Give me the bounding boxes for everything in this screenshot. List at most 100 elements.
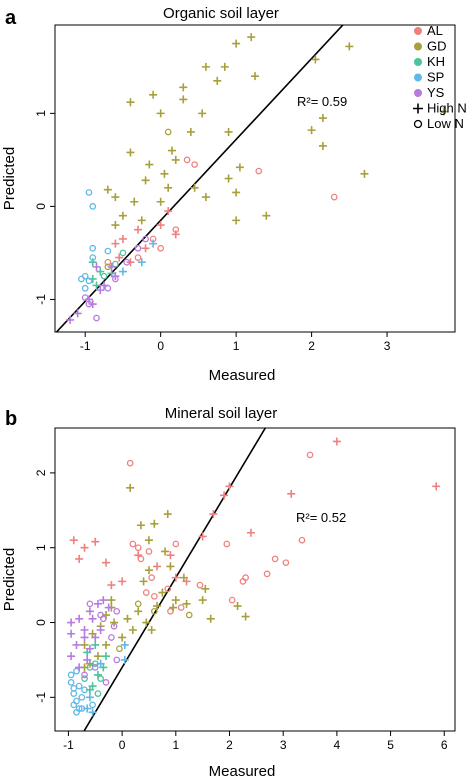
panel-letter-a: a: [5, 7, 17, 29]
data-point-ys-low-n: [108, 634, 115, 641]
fit-line: [55, 25, 344, 332]
data-point-al-low-n: [129, 540, 137, 548]
data-point-al-high-n: [198, 532, 207, 541]
data-point-gd-high-n: [241, 612, 250, 621]
data-point-ys-high-n: [75, 663, 84, 672]
data-point-gd-high-n: [134, 607, 143, 616]
plot-frame-b: [54, 427, 456, 732]
data-point-ys-high-n: [104, 603, 113, 612]
data-point-gd-high-n: [126, 148, 135, 157]
legend-marker-ys: [414, 89, 422, 97]
data-point-gd-high-n: [232, 188, 241, 197]
data-point-al-low-n: [177, 604, 185, 611]
data-point-kh-low-n: [81, 675, 88, 682]
data-point-kh-low-n: [94, 690, 102, 697]
data-point-gd-high-n: [111, 193, 120, 202]
data-point-gd-low-n: [134, 600, 142, 608]
data-point-ys-low-n: [123, 258, 131, 266]
data-point-gd-high-n: [107, 596, 116, 605]
data-point-al-low-n: [137, 555, 145, 563]
data-point-ys-low-n: [110, 622, 118, 630]
plot-area-b: -1 0 1 2 3 4 5 6 -1 0 1 2 Measured Predicted R²= 0.52: [1, 427, 456, 780]
data-point-gd-high-n: [139, 577, 148, 586]
data-point-sp-low-n: [78, 705, 86, 712]
data-point-al-high-n: [69, 536, 78, 545]
data-point-gd-high-n: [251, 72, 259, 81]
data-point-kh-high-n: [91, 640, 100, 649]
data-point-gd-high-n: [158, 588, 167, 597]
data-point-ys-high-n: [67, 618, 76, 627]
x-tick-label: 2: [308, 339, 315, 353]
data-point-gd-high-n: [179, 83, 188, 92]
data-point-gd-high-n: [190, 183, 199, 192]
data-point-sp-low-n: [81, 284, 89, 292]
data-point-al-high-n: [91, 537, 100, 546]
data-point-al-high-n: [220, 491, 229, 500]
data-point-sp-high-n: [120, 655, 129, 664]
data-point-sp-high-n: [149, 239, 158, 248]
data-point-ys-low-n: [113, 607, 121, 615]
data-point-sp-low-n: [104, 247, 112, 255]
data-point-gd-high-n: [103, 185, 112, 194]
data-point-kh-low-n: [97, 675, 104, 682]
data-point-gd-high-n: [307, 126, 316, 135]
data-point-al-high-n: [111, 239, 120, 248]
data-point-sp-low-n: [81, 686, 88, 694]
data-point-al-high-n: [225, 482, 234, 491]
data-point-gd-high-n: [118, 211, 127, 220]
data-point-kh-low-n: [112, 260, 119, 268]
data-point-sp-high-n: [120, 640, 129, 649]
data-point-ys-high-n: [66, 315, 75, 324]
data-point-al-high-n: [107, 581, 116, 590]
data-point-gd-high-n: [145, 160, 154, 169]
data-point-al-low-n: [242, 574, 249, 581]
data-point-al-low-n: [263, 570, 271, 578]
data-point-ys-low-n: [113, 656, 121, 664]
data-point-al-low-n: [183, 156, 191, 164]
data-point-ys-high-n: [92, 262, 101, 271]
data-point-gd-high-n: [149, 90, 158, 99]
data-point-al-high-n: [153, 562, 162, 571]
data-point-gd-high-n: [126, 98, 135, 107]
data-point-sp-low-n: [73, 708, 80, 716]
data-point-al-high-n: [156, 221, 165, 230]
y-axis-title: Predicted: [1, 147, 18, 210]
x-axis-title: Measured: [209, 367, 276, 384]
data-point-gd-high-n: [198, 109, 207, 118]
data-point-al-low-n: [306, 451, 314, 459]
data-point-al-low-n: [126, 459, 134, 467]
data-point-gd-high-n: [80, 640, 89, 649]
x-tick-label: 2: [226, 738, 233, 752]
data-point-gd-high-n: [233, 602, 242, 611]
data-point-kh-low-n: [119, 249, 127, 257]
r-squared-annotation: R²= 0.52: [296, 510, 346, 525]
x-tick-label: 0: [157, 339, 164, 353]
data-point-ys-low-n: [99, 615, 107, 623]
data-point-al-low-n: [196, 581, 204, 589]
data-point-gd-high-n: [179, 95, 188, 104]
data-point-gd-high-n: [201, 584, 210, 593]
data-point-gd-high-n: [311, 55, 320, 64]
data-point-al-low-n: [330, 193, 338, 201]
x-tick-label: 1: [233, 339, 240, 353]
data-point-al-low-n: [134, 544, 142, 552]
data-point-al-low-n: [157, 244, 165, 252]
data-point-gd-high-n: [318, 114, 327, 123]
data-point-gd-high-n: [179, 573, 188, 582]
legend-label: YS: [427, 85, 445, 100]
legend-marker-low-n: [413, 119, 423, 129]
data-point-al-low-n: [142, 589, 150, 596]
data-point-sp-low-n: [78, 275, 85, 283]
fit-line: [83, 428, 267, 731]
data-point-al-high-n: [134, 225, 143, 234]
data-point-ys-low-n: [112, 275, 119, 283]
data-point-gd-high-n: [235, 163, 244, 172]
legend-marker-high-n: [413, 103, 423, 114]
x-tick-label: 4: [334, 738, 341, 752]
data-point-sp-low-n: [89, 244, 97, 252]
y-tick-label: -1: [34, 692, 48, 703]
x-tick-label: 5: [387, 738, 394, 752]
data-point-al-high-n: [164, 207, 173, 216]
data-point-gd-high-n: [144, 566, 153, 575]
data-point-al-low-n: [271, 555, 279, 563]
